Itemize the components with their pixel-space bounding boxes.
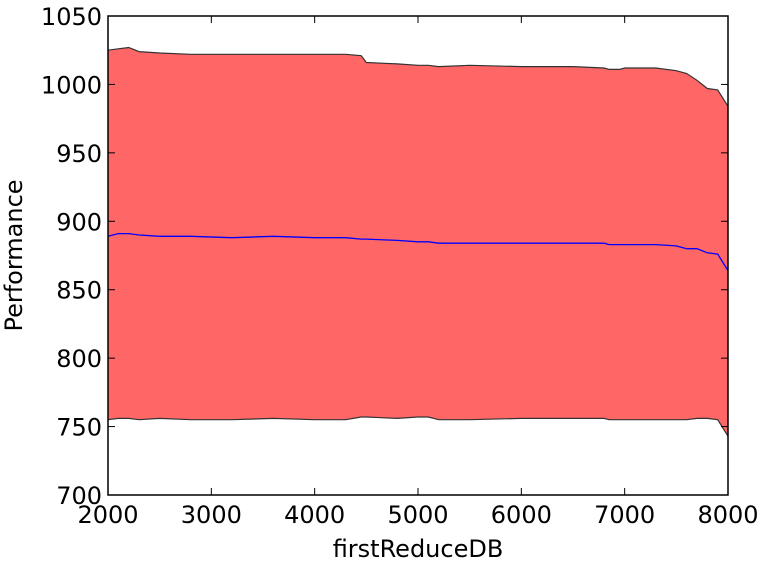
y-tick-label: 700 bbox=[56, 482, 102, 510]
y-tick-label: 1000 bbox=[41, 71, 102, 99]
x-tick-label: 4000 bbox=[284, 501, 345, 529]
x-axis-label: firstReduceDB bbox=[333, 535, 504, 563]
y-tick-label: 850 bbox=[56, 277, 102, 305]
y-tick-label: 750 bbox=[56, 414, 102, 442]
y-tick-label: 1050 bbox=[41, 3, 102, 31]
band-upper-edge bbox=[107, 46, 729, 107]
x-tick-label: 2000 bbox=[77, 501, 138, 529]
y-tick-label: 900 bbox=[56, 208, 102, 236]
band-lower-edge bbox=[107, 416, 729, 437]
mean-line bbox=[107, 232, 729, 271]
y-tick-label: 950 bbox=[56, 140, 102, 168]
x-tick-label: 7000 bbox=[594, 501, 655, 529]
x-tick-label: 5000 bbox=[387, 501, 448, 529]
y-axis-label: Performance bbox=[0, 179, 28, 331]
x-tick-label: 8000 bbox=[697, 501, 758, 529]
x-tick-label: 3000 bbox=[181, 501, 242, 529]
x-tick-label: 6000 bbox=[491, 501, 552, 529]
y-tick-label: 800 bbox=[56, 345, 102, 373]
